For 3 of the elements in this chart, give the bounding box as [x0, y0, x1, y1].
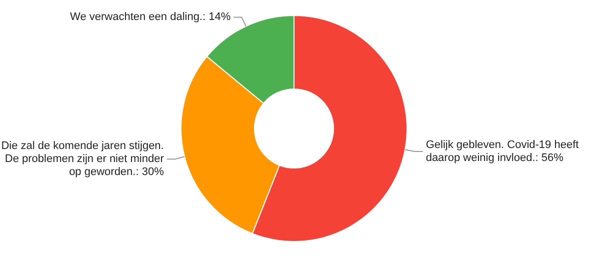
slice-label: Gelijk gebleven. Covid-19 heeft daarop weinig invloed.: 56%: [426, 139, 579, 164]
slice-label: Die zal de komende jaren stijgen. De problemen zijn er niet minder op geworden.: 30%: [1, 140, 164, 178]
slice-label: We verwachten een daling.: 14%: [70, 11, 231, 24]
